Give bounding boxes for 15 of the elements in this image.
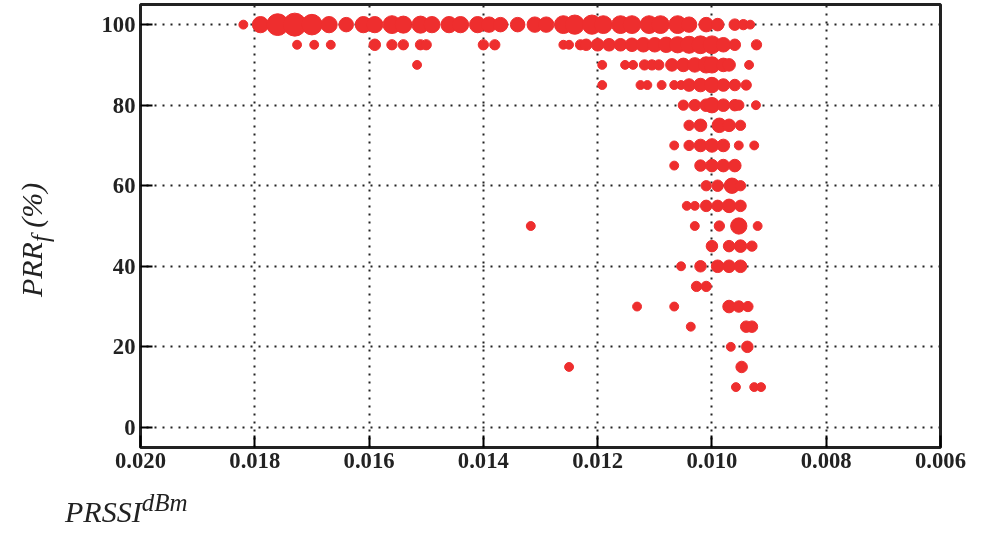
y-tick-label: 60 (112, 173, 136, 199)
x-axis-title: PRSSI$^{dBm}$ (65, 488, 188, 530)
x-tick-label: 0.006 (915, 447, 966, 473)
x-tick-label: 0.016 (343, 447, 395, 473)
x-tick-label: 0.010 (686, 447, 738, 473)
x-tick-label: 0.008 (800, 447, 852, 473)
y-tick-label: 80 (112, 92, 136, 118)
y-tick-label: 100 (101, 12, 136, 38)
x-tick-label: 0.018 (229, 447, 281, 473)
y-tick-label: 40 (112, 253, 136, 279)
y-tick-label: 20 (112, 334, 136, 360)
x-tick-label: 0.020 (115, 447, 166, 473)
x-tick-label: 0.012 (572, 447, 624, 473)
y-tick-label: 0 (124, 414, 136, 440)
x-tick-label: 0.014 (457, 447, 509, 473)
